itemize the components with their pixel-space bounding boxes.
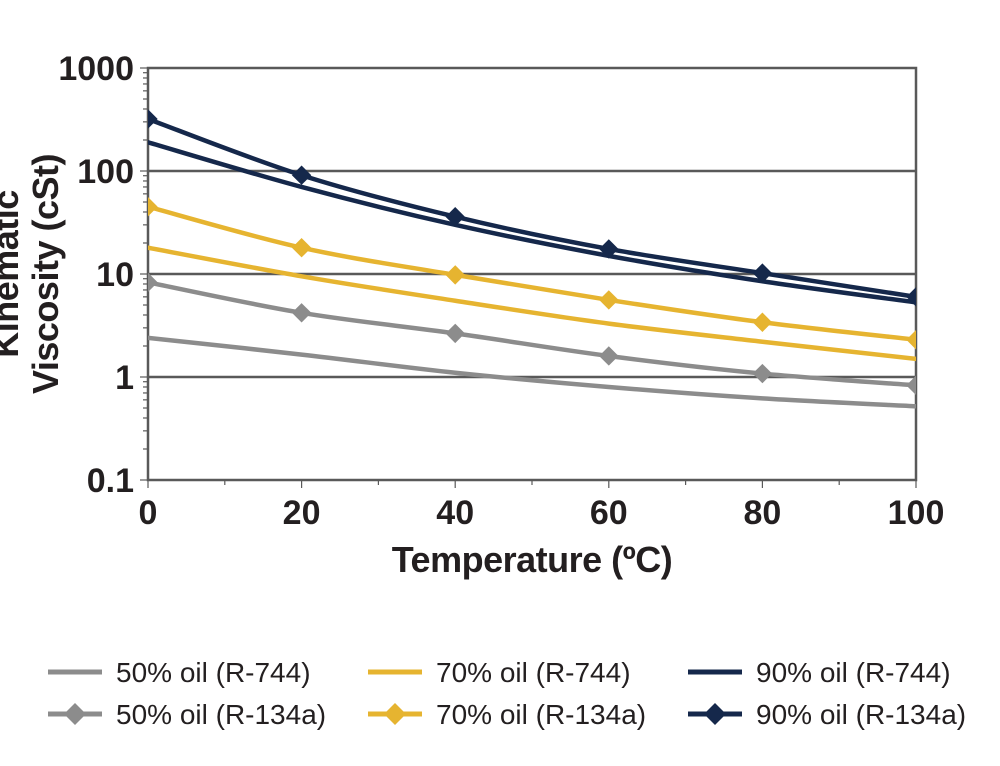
legend-entry-s70_r744: 70% oil (R-744) (368, 657, 631, 688)
y-tick-label: 1 (115, 359, 134, 397)
y-tick-label: 1000 (58, 50, 134, 88)
legend-label: 90% oil (R-134a) (756, 699, 966, 730)
legend-label: 70% oil (R-744) (436, 657, 631, 688)
legend-swatch-marker (384, 703, 406, 725)
legend-entry-s50_r134a: 50% oil (R-134a) (48, 699, 326, 730)
series-line-s50_r134a (148, 282, 916, 385)
legend-entry-s50_r744: 50% oil (R-744) (48, 657, 311, 688)
legend-label: 70% oil (R-134a) (436, 699, 646, 730)
legend-label: 50% oil (R-134a) (116, 699, 326, 730)
marker-diamond (446, 324, 464, 342)
legend-entry-s90_r744: 90% oil (R-744) (688, 657, 951, 688)
marker-diamond (600, 291, 618, 309)
viscosity-chart: 0.1 1 10 100 1000 0 20 40 60 80 100 Temperature (ºC… (0, 0, 1000, 766)
y-tick-label: 10 (96, 256, 134, 294)
legend-label: 90% oil (R-744) (756, 657, 951, 688)
x-tick-label: 60 (590, 494, 628, 532)
marker-diamond (907, 331, 925, 349)
series-line-s70_r744 (148, 248, 916, 359)
legend-swatch-marker (64, 703, 86, 725)
marker-diamond (293, 304, 311, 322)
marker-diamond (600, 347, 618, 365)
marker-diamond (139, 110, 157, 128)
marker-diamond (139, 198, 157, 216)
y-axis-title-group: KinematicViscosity (cSt) (0, 154, 66, 394)
marker-diamond (139, 273, 157, 291)
y-tick-label: 100 (77, 153, 134, 191)
marker-diamond (753, 313, 771, 331)
x-tick-label: 0 (139, 494, 158, 532)
marker-diamond (293, 239, 311, 257)
legend-label: 50% oil (R-744) (116, 657, 311, 688)
marker-diamond (293, 166, 311, 184)
x-tick-label: 80 (743, 494, 781, 532)
marker-diamond (753, 365, 771, 383)
legend-swatch-marker (704, 703, 726, 725)
x-axis-title: Temperature (ºC) (392, 539, 673, 580)
y-axis-title-line1: Kinematic (0, 190, 26, 358)
y-axis-title-line2: Viscosity (cSt) (25, 154, 66, 394)
marker-diamond (446, 266, 464, 284)
x-tick-label: 40 (436, 494, 474, 532)
y-tick-label: 0.1 (87, 462, 134, 500)
marker-diamond (907, 376, 925, 394)
series-group (139, 110, 925, 406)
x-tick-label: 20 (283, 494, 321, 532)
legend-entry-s90_r134a: 90% oil (R-134a) (688, 699, 966, 730)
legend-entry-s70_r134a: 70% oil (R-134a) (368, 699, 646, 730)
x-tick-label: 100 (888, 494, 945, 532)
